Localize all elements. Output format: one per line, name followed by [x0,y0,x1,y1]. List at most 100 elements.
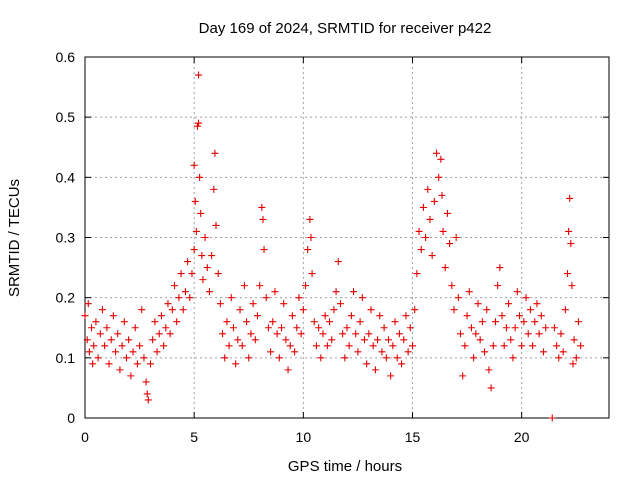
data-point [175,294,183,302]
data-point [415,227,423,235]
data-point [323,342,331,350]
data-point [267,348,275,356]
data-point [273,330,281,338]
data-point [256,282,264,290]
data-point [371,366,379,374]
data-point [184,258,192,266]
data-point [548,414,556,422]
data-point [131,324,139,332]
data-point [572,354,580,362]
data-point [568,282,576,290]
data-point [107,336,115,344]
data-point [533,300,541,308]
data-point [227,294,235,302]
data-point [210,185,218,193]
axis-ticks: 0 0.1 0.2 0.3 0.4 0.5 0.6 0 5 10 15 20 [56,49,609,445]
data-point [422,234,430,241]
data-point [271,288,279,296]
data-point [232,360,240,368]
data-point [498,312,506,320]
data-point [312,342,320,350]
data-point [105,360,113,368]
data-point [561,306,569,314]
data-point [446,240,454,248]
data-point [565,227,573,235]
data-point [140,354,148,362]
data-point [249,300,257,308]
data-point [262,294,270,302]
data-point [352,330,360,338]
data-point [472,330,480,338]
data-point [196,173,204,181]
data-point [155,330,163,338]
data-point [89,360,97,368]
data-point [160,342,168,350]
data-point [577,342,585,350]
data-point [365,330,373,338]
data-point [511,324,519,332]
grid-lines [84,56,609,419]
x-tick-label: 10 [296,429,312,445]
data-point [347,312,355,320]
data-point [190,246,198,254]
data-point [125,336,133,344]
data-point [509,354,517,362]
data-point [566,194,574,202]
data-point [258,203,266,211]
x-tick-label: 5 [190,429,198,445]
data-point [223,318,231,326]
data-point [567,240,575,248]
data-point [489,342,497,350]
data-point [260,246,268,254]
data-point [441,264,449,272]
data-point [555,354,563,362]
data-point [520,318,528,326]
data-point [315,324,323,332]
data-point [195,71,203,79]
data-point [147,360,154,368]
data-point [358,294,366,302]
data-point [531,318,539,326]
data-point [496,264,504,272]
data-point [282,336,290,344]
data-point [430,197,438,205]
data-point [321,312,329,320]
data-point [443,209,451,217]
data-point [476,336,484,344]
data-point [494,282,502,290]
data-point [417,246,425,254]
data-point [85,348,93,356]
data-point [109,312,117,320]
data-point [522,294,530,302]
data-point [307,234,315,241]
data-point [308,270,316,278]
data-point [96,330,104,338]
data-point [339,330,347,338]
y-tick-label: 0.4 [56,169,76,185]
data-point [168,306,176,314]
data-point [463,312,471,320]
data-point [157,312,165,320]
data-point [81,312,89,320]
data-point [369,342,377,350]
data-point [306,215,314,223]
data-point [437,155,445,163]
data-point [404,348,412,356]
data-point [253,312,261,320]
data-point [402,312,410,320]
data-point [513,288,521,296]
data-point [129,348,137,356]
data-point [286,342,294,350]
data-point [151,318,159,326]
data-point [413,270,421,278]
y-tick-label: 0.6 [56,49,76,65]
data-point [114,330,122,338]
data-point [201,234,209,241]
data-point [345,342,353,350]
data-point [247,330,255,338]
data-point [284,366,292,374]
data-point [341,354,349,362]
data-point [208,252,216,260]
x-axis-label: GPS time / hours [288,458,402,475]
